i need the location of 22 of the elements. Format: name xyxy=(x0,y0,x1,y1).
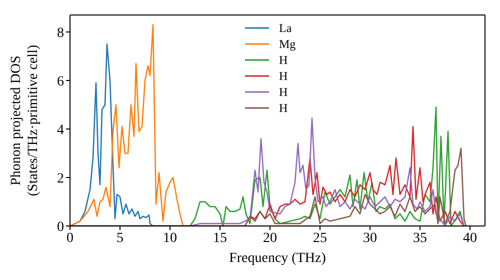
legend-label: La xyxy=(279,20,292,36)
legend-label: H xyxy=(279,68,288,84)
x-tick-label: 30 xyxy=(363,230,377,246)
y-tick-label: 2 xyxy=(57,171,64,186)
y-tick-label: 0 xyxy=(57,220,64,235)
y-tick-label: 4 xyxy=(57,122,64,138)
x-axis-title: Frequency (THz) xyxy=(229,251,326,266)
legend-label: H xyxy=(279,52,288,68)
y-tick-label: 6 xyxy=(57,74,64,90)
x-tick-label: 25 xyxy=(313,230,327,246)
x-tick-label: 40 xyxy=(463,230,477,246)
x-tick-label: 20 xyxy=(263,230,277,246)
x-tick-label: 10 xyxy=(163,230,177,246)
x-tick-label: 5 xyxy=(116,230,124,246)
y-axis-title: Phonon projected DOS (States/THz·primitive cell) xyxy=(9,44,41,196)
legend-label: H xyxy=(279,100,288,116)
x-tick-label: 15 xyxy=(213,230,227,246)
legend-label: H xyxy=(279,84,288,100)
legend-label: Mg xyxy=(279,36,296,52)
y-tick-label: 8 xyxy=(57,26,64,41)
x-tick-label: 35 xyxy=(413,230,427,246)
x-tick-label: 0 xyxy=(66,230,74,246)
